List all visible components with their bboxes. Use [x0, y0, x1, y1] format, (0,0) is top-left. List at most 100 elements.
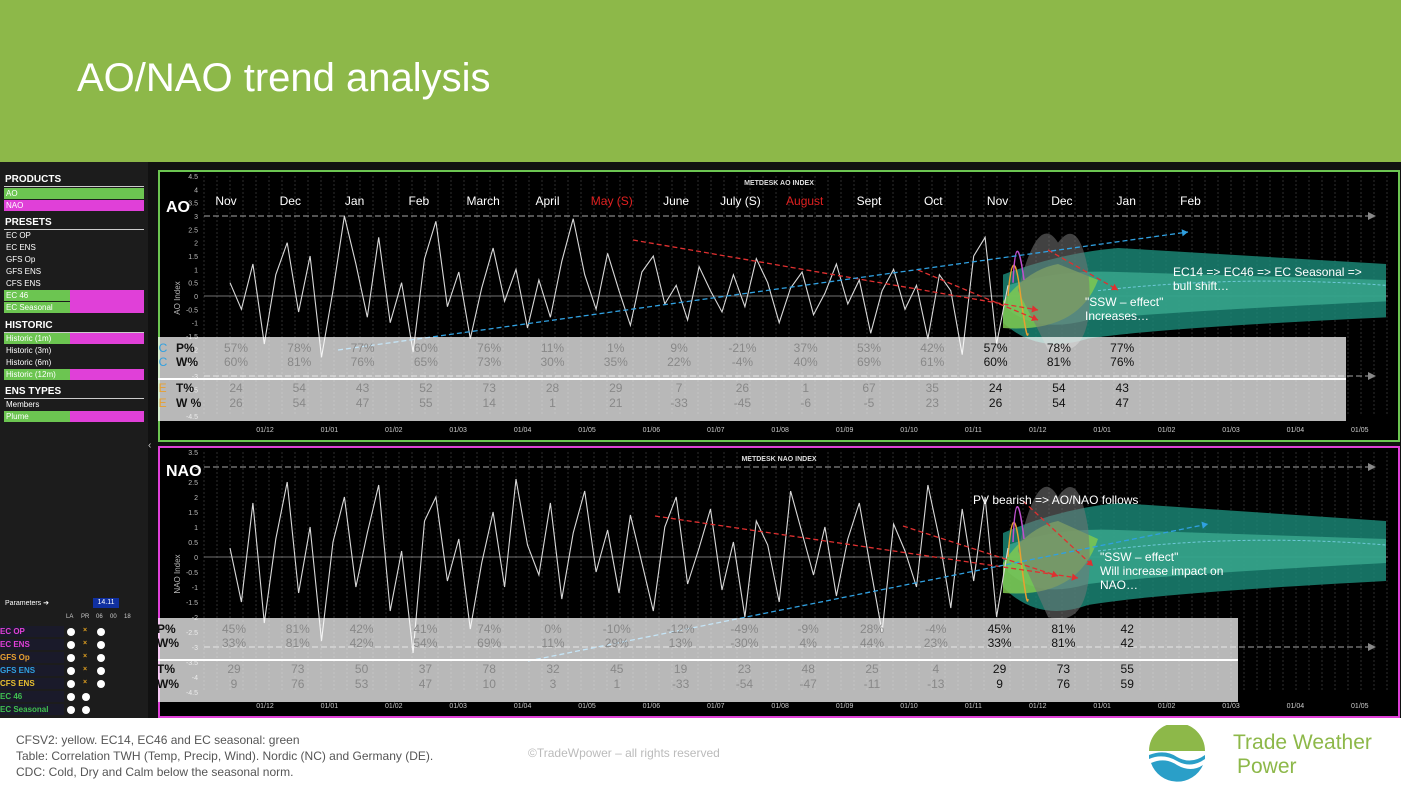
trend-arrowhead-icon	[1031, 305, 1038, 313]
table-cell: 37%	[794, 341, 818, 355]
table-metric-label: W%	[158, 677, 179, 691]
param-check-icon[interactable]	[97, 667, 105, 675]
preset-ec-46[interactable]: EC 46	[4, 290, 70, 301]
historic-6m[interactable]: Historic (6m)	[6, 358, 52, 367]
table-cell: 54	[293, 381, 307, 395]
param-row-label[interactable]: EC Seasonal	[0, 704, 64, 715]
parameters-date[interactable]: 14.11	[93, 598, 119, 608]
logo-text-line-1: Trade Weather	[1233, 731, 1372, 754]
month-label: April	[535, 194, 559, 208]
param-col-06: 06	[96, 614, 103, 620]
param-check-icon[interactable]	[97, 654, 105, 662]
preset-cfs-ens[interactable]: CFS ENS	[6, 279, 41, 288]
table-cell: 53	[355, 677, 369, 691]
historic-1m[interactable]: Historic (1m)	[4, 333, 70, 344]
table-cell: 81%	[287, 355, 311, 369]
param-check-icon[interactable]	[82, 706, 90, 714]
ens-types-heading: ENS TYPES	[5, 386, 62, 397]
x-tick-label: 01/05	[1351, 427, 1369, 434]
table-cell: 14	[483, 396, 497, 410]
preset-ec-op[interactable]: EC OP	[6, 231, 31, 240]
param-x-icon[interactable]: ×	[83, 653, 88, 660]
x-tick-label: 01/04	[514, 427, 532, 434]
table-cell: 9	[231, 677, 238, 691]
param-x-icon[interactable]: ×	[83, 640, 88, 647]
param-check-icon[interactable]	[67, 654, 75, 662]
table-cell: 55	[419, 396, 433, 410]
param-check-icon[interactable]	[67, 628, 75, 636]
table-cell: 1	[549, 396, 556, 410]
param-check-icon[interactable]	[67, 641, 75, 649]
table-cell: 69%	[857, 355, 881, 369]
table-cell: 42	[1121, 636, 1135, 650]
table-cell: -54	[736, 677, 754, 691]
table-cell: -11	[864, 677, 881, 691]
product-nao[interactable]: NAO	[4, 200, 144, 211]
param-x-icon[interactable]: ×	[83, 666, 88, 673]
preset-ec-seasonal[interactable]: EC Seasonal	[4, 302, 70, 313]
table-cell: 76%	[1110, 355, 1134, 369]
ens-plume-marker	[70, 411, 144, 422]
table-cell: 42	[1121, 622, 1135, 636]
table-cell: 43	[356, 381, 370, 395]
param-row-label[interactable]: EC OP	[0, 626, 64, 637]
preset-ec-ens[interactable]: EC ENS	[6, 243, 36, 252]
param-check-icon[interactable]	[67, 693, 75, 701]
logo-text-line-2: Power	[1237, 755, 1297, 778]
preset-gfs-op[interactable]: GFS Op	[6, 255, 36, 264]
ens-members[interactable]: Members	[6, 400, 40, 409]
historic-12m-marker	[70, 369, 144, 380]
param-x-icon[interactable]: ×	[83, 627, 88, 634]
month-label: Nov	[215, 194, 236, 208]
x-tick-label: 01/05	[578, 703, 596, 710]
y-tick-label: 3.5	[188, 450, 198, 457]
table-metric-label: W%	[176, 355, 198, 369]
month-label: May (S)	[591, 194, 633, 208]
table-cell: 11%	[541, 341, 564, 355]
table-cell: 29	[609, 381, 623, 395]
month-label: August	[786, 194, 824, 208]
historic-3m[interactable]: Historic (3m)	[6, 346, 52, 355]
param-row-label[interactable]: CFS ENS	[0, 678, 64, 689]
param-row-label[interactable]: GFS Op	[0, 652, 64, 663]
param-check-icon[interactable]	[67, 667, 75, 675]
y-axis-label: AO Index	[173, 281, 182, 314]
divider	[4, 229, 144, 230]
month-label: Nov	[987, 194, 1008, 208]
param-check-icon[interactable]	[67, 680, 75, 688]
historic-12m[interactable]: Historic (12m)	[4, 369, 70, 380]
param-check-icon[interactable]	[82, 693, 90, 701]
param-row-label[interactable]: GFS ENS	[0, 665, 64, 676]
ens-plume[interactable]: Plume	[4, 411, 70, 422]
param-check-icon[interactable]	[97, 680, 105, 688]
scroll-arrow-icon	[1368, 643, 1376, 651]
table-cell: 9	[996, 677, 1003, 691]
collapse-sidebar-icon[interactable]: ‹	[148, 440, 152, 451]
table-cell: 73	[291, 662, 305, 676]
preset-selected-marker	[70, 290, 144, 313]
table-cell: 19	[674, 662, 688, 676]
y-tick-label: -1	[192, 585, 198, 592]
param-check-icon[interactable]	[67, 706, 75, 714]
table-cell: 28%	[860, 622, 884, 636]
x-tick-label: 01/12	[256, 703, 274, 710]
table-cell: 30%	[540, 355, 564, 369]
table-cell: 26	[229, 396, 243, 410]
param-x-icon[interactable]: ×	[83, 679, 88, 686]
y-tick-label: -1	[192, 321, 198, 328]
table-cell: 78%	[287, 341, 311, 355]
param-row-label[interactable]: EC 46	[0, 691, 64, 702]
table-cell: 54%	[413, 636, 437, 650]
panel-label: AO	[166, 199, 190, 216]
y-tick-label: 1.5	[188, 510, 198, 517]
param-check-icon[interactable]	[97, 628, 105, 636]
preset-gfs-ens[interactable]: GFS ENS	[6, 267, 42, 276]
table-cell: -12%	[667, 622, 695, 636]
param-row-label[interactable]: EC ENS	[0, 639, 64, 650]
x-tick-label: 01/04	[514, 703, 532, 710]
product-ao[interactable]: AO	[4, 188, 144, 199]
x-tick-label: 01/01	[321, 427, 339, 434]
table-cell: 0%	[544, 622, 562, 636]
month-label: Jan	[1117, 194, 1136, 208]
param-check-icon[interactable]	[97, 641, 105, 649]
